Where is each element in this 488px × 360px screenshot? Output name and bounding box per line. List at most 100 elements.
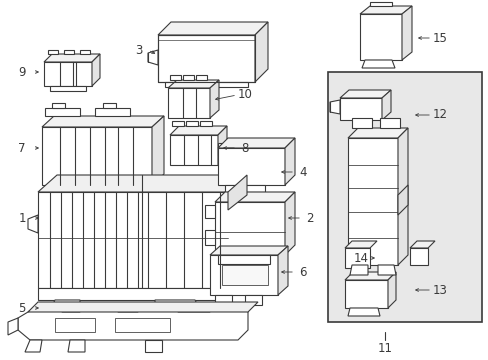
- Polygon shape: [170, 75, 181, 80]
- Polygon shape: [164, 82, 247, 87]
- Polygon shape: [345, 280, 387, 308]
- Polygon shape: [158, 35, 254, 82]
- Polygon shape: [218, 126, 226, 165]
- Polygon shape: [218, 148, 285, 185]
- Text: 9: 9: [18, 66, 26, 78]
- Polygon shape: [409, 241, 434, 248]
- Polygon shape: [44, 62, 92, 86]
- Polygon shape: [148, 50, 158, 65]
- Polygon shape: [278, 246, 287, 295]
- Polygon shape: [52, 103, 65, 108]
- Polygon shape: [115, 318, 170, 332]
- Text: 6: 6: [299, 266, 306, 279]
- Polygon shape: [347, 128, 407, 138]
- Polygon shape: [369, 2, 391, 6]
- Polygon shape: [359, 14, 401, 60]
- Polygon shape: [68, 340, 85, 352]
- Polygon shape: [38, 288, 227, 300]
- Polygon shape: [361, 60, 394, 68]
- Polygon shape: [222, 255, 278, 263]
- Polygon shape: [44, 54, 100, 62]
- Text: 4: 4: [299, 166, 306, 179]
- Polygon shape: [8, 318, 18, 335]
- Polygon shape: [209, 255, 278, 295]
- Text: 15: 15: [432, 31, 447, 45]
- Polygon shape: [254, 22, 267, 82]
- Polygon shape: [95, 108, 130, 116]
- Polygon shape: [381, 90, 390, 120]
- Polygon shape: [105, 185, 130, 195]
- Polygon shape: [224, 185, 264, 192]
- Polygon shape: [38, 175, 246, 192]
- Polygon shape: [209, 246, 287, 255]
- Polygon shape: [185, 121, 198, 126]
- Polygon shape: [397, 128, 407, 265]
- Text: 7: 7: [18, 141, 26, 154]
- Polygon shape: [80, 50, 90, 54]
- Text: 13: 13: [432, 284, 447, 297]
- Polygon shape: [25, 340, 42, 352]
- Polygon shape: [347, 308, 379, 316]
- Polygon shape: [196, 75, 206, 80]
- Text: 10: 10: [237, 89, 252, 102]
- Polygon shape: [204, 205, 215, 218]
- Polygon shape: [345, 272, 395, 280]
- Polygon shape: [50, 86, 86, 91]
- Polygon shape: [28, 215, 38, 233]
- Polygon shape: [64, 50, 74, 54]
- Polygon shape: [347, 138, 397, 265]
- Polygon shape: [103, 103, 116, 108]
- Polygon shape: [339, 98, 381, 120]
- Polygon shape: [351, 118, 371, 128]
- Polygon shape: [227, 244, 240, 260]
- Polygon shape: [92, 54, 100, 86]
- Text: 1: 1: [18, 211, 26, 225]
- Polygon shape: [285, 192, 294, 255]
- Polygon shape: [285, 138, 294, 185]
- Polygon shape: [227, 175, 246, 288]
- Polygon shape: [227, 175, 246, 210]
- Polygon shape: [152, 116, 163, 185]
- Polygon shape: [45, 108, 80, 116]
- Polygon shape: [397, 185, 407, 215]
- Polygon shape: [145, 340, 162, 352]
- Polygon shape: [183, 75, 194, 80]
- Polygon shape: [42, 116, 163, 127]
- Polygon shape: [345, 248, 369, 268]
- Polygon shape: [218, 143, 225, 155]
- Polygon shape: [222, 265, 267, 285]
- Polygon shape: [172, 121, 183, 126]
- Polygon shape: [204, 230, 215, 245]
- Polygon shape: [155, 300, 200, 310]
- Text: 12: 12: [431, 108, 447, 122]
- Text: 5: 5: [18, 302, 26, 315]
- Polygon shape: [42, 127, 152, 185]
- Polygon shape: [387, 272, 395, 308]
- Polygon shape: [349, 265, 367, 275]
- Text: 11: 11: [377, 342, 392, 355]
- Polygon shape: [218, 138, 294, 148]
- Bar: [327, 72, 481, 322]
- Polygon shape: [345, 241, 376, 248]
- Polygon shape: [215, 295, 231, 305]
- Text: 2: 2: [305, 211, 313, 225]
- Polygon shape: [18, 305, 247, 340]
- Polygon shape: [377, 265, 395, 275]
- Polygon shape: [215, 202, 285, 255]
- Polygon shape: [359, 6, 411, 14]
- Polygon shape: [50, 300, 80, 310]
- Polygon shape: [200, 121, 212, 126]
- Polygon shape: [170, 126, 226, 135]
- Polygon shape: [329, 100, 339, 114]
- Polygon shape: [379, 118, 399, 128]
- Polygon shape: [339, 90, 390, 98]
- Polygon shape: [409, 248, 427, 265]
- Polygon shape: [55, 185, 75, 195]
- Text: 3: 3: [135, 44, 142, 57]
- Polygon shape: [48, 50, 58, 54]
- Text: 8: 8: [241, 141, 248, 154]
- Polygon shape: [209, 80, 219, 118]
- Polygon shape: [158, 22, 267, 35]
- Polygon shape: [244, 295, 262, 305]
- Polygon shape: [170, 135, 218, 165]
